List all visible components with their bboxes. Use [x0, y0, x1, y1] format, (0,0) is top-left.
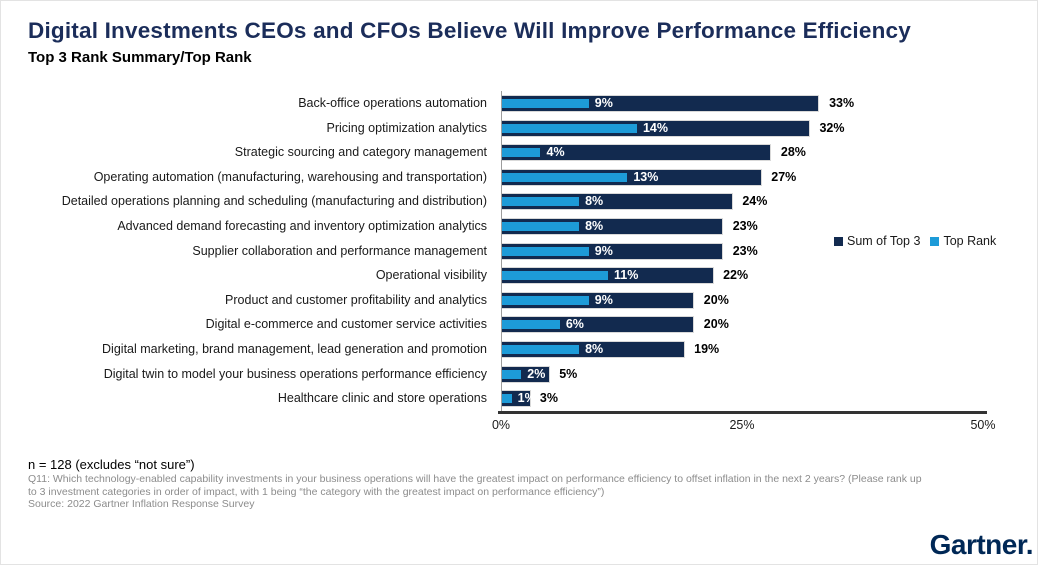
bar-row: 14% 32%: [502, 116, 983, 141]
bar-top-rank: [502, 123, 637, 133]
legend-item: Sum of Top 3: [834, 234, 920, 248]
sample-size-note: n = 128 (excludes “not sure”): [28, 457, 195, 472]
bar-row: 8% 24%: [502, 189, 983, 214]
category-label: Healthcare clinic and store operations: [277, 391, 487, 406]
sum-of-top-3-value-label: 5%: [559, 366, 578, 381]
sum-of-top-3-value-label: 23%: [732, 243, 758, 258]
category-labels: Back-office operations automation Pricing…: [21, 91, 493, 411]
top-rank-value-label: 8%: [585, 342, 604, 356]
top-rank-value-label: 4%: [546, 145, 565, 160]
bar-row: 11% 22%: [502, 263, 983, 288]
bar-plot-area: 9% 33% 14% 32% 4% 28% 13% 27% 8% 24% 8% 23% 9% 23% 11%…: [501, 91, 983, 411]
top-rank-value-label: 13%: [633, 169, 659, 184]
bar-row: 9% 33%: [502, 91, 983, 116]
page-subtitle: Top 3 Rank Summary/Top Rank: [28, 49, 252, 66]
x-tick-label: 25%: [729, 418, 755, 432]
bar-top-rank: [502, 148, 541, 158]
category-label: Strategic sourcing and category manageme…: [234, 145, 487, 160]
top-rank-value-label: 6%: [565, 317, 584, 332]
category-label: Pricing optimization analytics: [326, 120, 488, 135]
bar-row: 9% 23%: [502, 239, 983, 264]
bar-top-rank: [502, 394, 512, 404]
bar-row: 6% 20%: [502, 312, 983, 337]
sum-of-top-3-value-label: 28%: [780, 145, 806, 160]
category-label: Back-office operations automation: [298, 96, 487, 110]
bar-top-rank: [502, 99, 589, 108]
bar-top-rank: [502, 271, 608, 281]
x-tick-label: 0%: [491, 418, 511, 432]
sum-of-top-3-value-label: 19%: [694, 342, 720, 356]
legend-label: Top Rank: [943, 234, 997, 248]
bar-sum-of-top-3: [502, 144, 772, 162]
category-label: Digital twin to model your business oper…: [103, 366, 487, 381]
sum-of-top-3-value-label: 3%: [539, 391, 558, 406]
x-axis-ticks: 0% 25% 50%: [492, 418, 996, 434]
category-label: Operational visibility: [375, 268, 487, 283]
bar-top-rank: [502, 246, 589, 256]
top-rank-value-label: 8%: [585, 194, 604, 209]
bar-top-rank: [502, 172, 628, 182]
legend-swatch-icon: [930, 236, 940, 246]
bar-top-rank: [502, 197, 579, 207]
top-rank-value-label: 1%: [517, 391, 536, 406]
sum-of-top-3-value-label: 24%: [742, 194, 768, 209]
bar-top-rank: [502, 320, 560, 330]
bar-row: 13% 27%: [502, 165, 983, 190]
survey-question-note: Q11: Which technology-enabled capability…: [28, 473, 922, 498]
page-title: Digital Investments CEOs and CFOs Believ…: [28, 18, 911, 43]
legend-swatch-icon: [834, 236, 843, 246]
sum-of-top-3-value-label: 22%: [723, 268, 749, 283]
top-rank-value-label: 8%: [585, 219, 604, 233]
chart-legend: Sum of Top 3 Top Rank: [834, 234, 996, 248]
sum-of-top-3-value-label: 20%: [703, 292, 729, 307]
bar-row: 1% 3%: [502, 386, 983, 411]
sum-of-top-3-value-label: 23%: [732, 219, 758, 233]
top-rank-value-label: 9%: [594, 96, 613, 110]
category-label: Detailed operations planning and schedul…: [61, 194, 487, 209]
sum-of-top-3-value-label: 32%: [819, 120, 845, 135]
bar-top-rank: [502, 295, 589, 305]
sum-of-top-3-value-label: 33%: [829, 96, 855, 110]
bar-row: 9% 20%: [502, 288, 983, 313]
bar-top-rank: [502, 369, 522, 379]
legend-label: Sum of Top 3: [847, 234, 921, 248]
top-rank-value-label: 9%: [594, 292, 613, 307]
sum-of-top-3-value-label: 27%: [771, 169, 797, 184]
legend-item: Top Rank: [930, 234, 996, 248]
category-label: Digital e-commerce and customer service …: [205, 317, 487, 332]
bar-top-rank: [502, 345, 579, 354]
gartner-logo: Gartner.: [929, 529, 1034, 560]
source-note: Source: 2022 Gartner Inflation Response …: [28, 498, 255, 510]
top-rank-value-label: 9%: [594, 243, 613, 258]
bar-row: 8% 19%: [502, 337, 983, 362]
top-rank-value-label: 2%: [527, 366, 546, 381]
x-tick-label: 50%: [970, 418, 996, 432]
category-label: Digital marketing, brand management, lea…: [102, 342, 487, 356]
category-label: Advanced demand forecasting and inventor…: [117, 219, 487, 233]
top-rank-value-label: 14%: [642, 120, 668, 135]
category-label: Supplier collaboration and performance m…: [192, 243, 487, 258]
top-rank-value-label: 11%: [614, 268, 639, 283]
category-label: Operating automation (manufacturing, war…: [93, 169, 487, 184]
x-axis-line: [498, 411, 987, 414]
bar-row: 4% 28%: [502, 140, 983, 165]
sum-of-top-3-value-label: 20%: [703, 317, 729, 332]
bar-row: 8% 23%: [502, 214, 983, 239]
bar-row: 2% 5%: [502, 362, 983, 387]
category-label: Product and customer profitability and a…: [225, 292, 487, 307]
bar-top-rank: [502, 222, 579, 231]
